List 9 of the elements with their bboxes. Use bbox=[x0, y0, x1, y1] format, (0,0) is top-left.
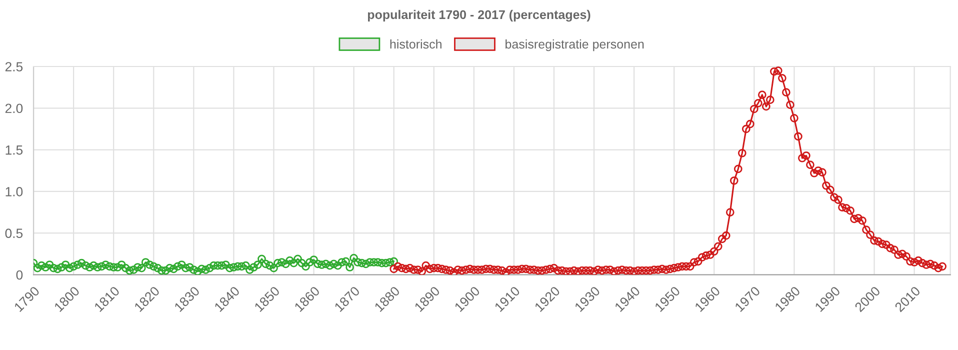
y-tick-label: 0 bbox=[16, 270, 23, 280]
chart-title: populariteit 1790 - 2017 (percentages) bbox=[368, 10, 590, 22]
legend-label: basisregistratie personen bbox=[506, 39, 644, 52]
y-tick-label: 2.5 bbox=[5, 62, 23, 72]
legend-label: historisch bbox=[390, 39, 442, 49]
y-tick-label: 2.0 bbox=[5, 104, 23, 114]
y-tick-label: 1.0 bbox=[6, 187, 23, 196]
y-tick-label: 0.5 bbox=[5, 228, 23, 238]
y-tick-label: 1.5 bbox=[6, 146, 23, 155]
